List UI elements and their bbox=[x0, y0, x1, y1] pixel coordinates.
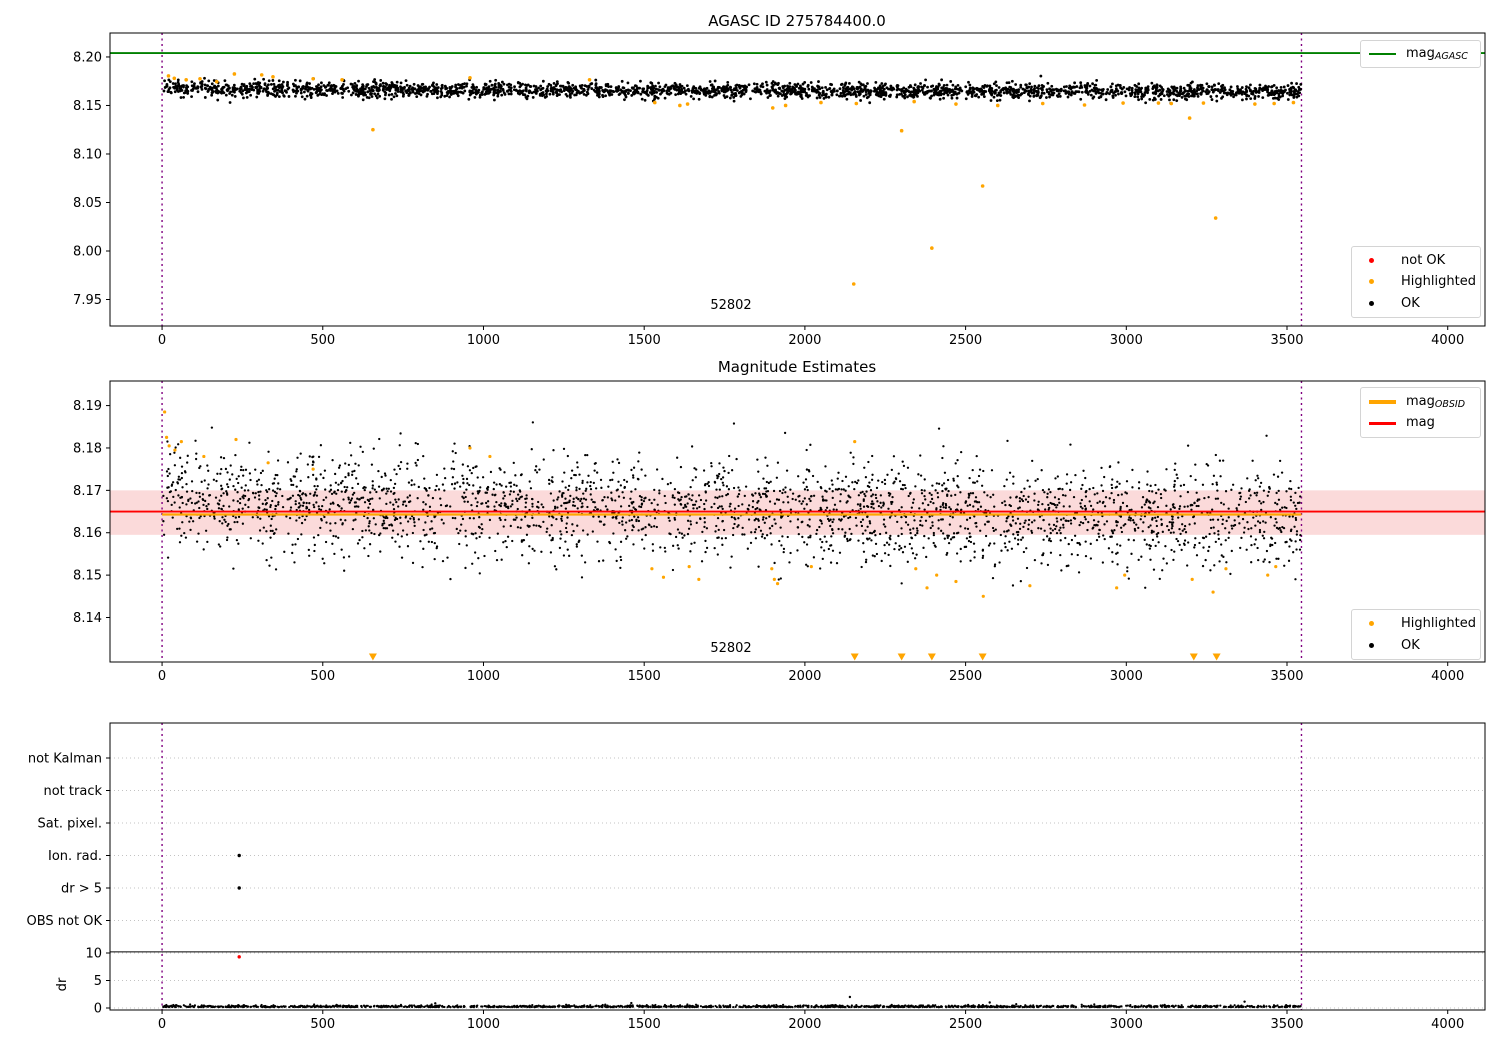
mag-line-swatch bbox=[1369, 422, 1396, 425]
svg-text:8.10: 8.10 bbox=[73, 147, 102, 162]
legend-item-ok: OK bbox=[1360, 294, 1472, 313]
mag-obsid-line-swatch bbox=[1369, 400, 1396, 404]
not-ok-dot-swatch bbox=[1369, 258, 1374, 264]
plot2-title: Magnitude Estimates bbox=[717, 358, 877, 376]
svg-text:1000: 1000 bbox=[467, 333, 500, 348]
highlighted-dot-swatch bbox=[1369, 279, 1374, 285]
mag-agasc-label: magAGASC bbox=[1406, 46, 1468, 62]
svg-text:7.95: 7.95 bbox=[73, 293, 102, 308]
legend-item-mag-agasc: magAGASC bbox=[1369, 45, 1472, 63]
svg-text:8.20: 8.20 bbox=[73, 50, 102, 65]
svg-text:4000: 4000 bbox=[1431, 333, 1464, 348]
ok-dot-swatch bbox=[1369, 300, 1374, 306]
svg-text:500: 500 bbox=[310, 333, 335, 348]
plot2-marker-legend: Highlighted OK bbox=[1351, 609, 1481, 660]
highlighted-label: Highlighted bbox=[1401, 274, 1476, 290]
svg-text:8.05: 8.05 bbox=[73, 196, 102, 211]
ok-label-2: OK bbox=[1401, 637, 1420, 653]
ok-label: OK bbox=[1401, 295, 1420, 311]
plot1-marker-legend: not OK Highlighted OK bbox=[1351, 246, 1481, 318]
legend-item-not-ok: not OK bbox=[1360, 251, 1472, 270]
mag-obsid-label: magOBSID bbox=[1406, 393, 1466, 410]
plot1-title: AGASC ID 275784400.0 bbox=[708, 12, 886, 30]
not-ok-label: not OK bbox=[1401, 253, 1446, 269]
highlighted-dot-swatch-2 bbox=[1369, 621, 1374, 627]
svg-text:0: 0 bbox=[158, 333, 166, 348]
svg-text:8.00: 8.00 bbox=[73, 245, 102, 260]
ok-dot-swatch-2 bbox=[1369, 642, 1374, 648]
svg-text:3500: 3500 bbox=[1270, 333, 1303, 348]
legend-item-mag: mag bbox=[1369, 414, 1472, 434]
plot2-line-legend: magOBSID mag bbox=[1360, 387, 1481, 438]
plot1-obsid-annotation: 52802 bbox=[710, 298, 752, 313]
plot1-line-legend: magAGASC bbox=[1360, 40, 1481, 68]
highlighted-label-2: Highlighted bbox=[1401, 616, 1476, 632]
svg-text:3000: 3000 bbox=[1110, 333, 1143, 348]
svg-text:2000: 2000 bbox=[788, 333, 821, 348]
svg-text:8.15: 8.15 bbox=[73, 99, 102, 114]
mag-agasc-line-swatch bbox=[1369, 52, 1396, 56]
legend-item-ok-2: OK bbox=[1360, 636, 1472, 656]
svg-text:2500: 2500 bbox=[949, 333, 982, 348]
svg-text:1500: 1500 bbox=[628, 333, 661, 348]
plot2-obsid-annotation: 52802 bbox=[710, 641, 752, 656]
legend-item-highlighted-2: Highlighted bbox=[1360, 614, 1476, 634]
mag-label: mag bbox=[1406, 415, 1435, 431]
legend-item-highlighted: Highlighted bbox=[1360, 272, 1476, 291]
legend-item-mag-obsid: magOBSID bbox=[1369, 392, 1472, 412]
